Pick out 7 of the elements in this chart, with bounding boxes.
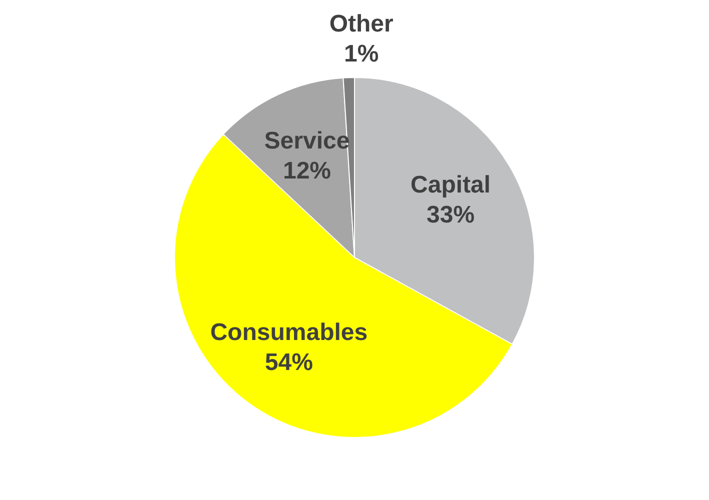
slice-label: Other <box>329 10 394 38</box>
data-label: 54% <box>264 348 313 376</box>
data-label: 1% <box>344 40 379 68</box>
data-label: 33% <box>426 202 475 229</box>
data-label: 12% <box>282 158 332 185</box>
slice-label: Consumables <box>210 318 368 346</box>
slice-label: Capital <box>410 172 491 199</box>
